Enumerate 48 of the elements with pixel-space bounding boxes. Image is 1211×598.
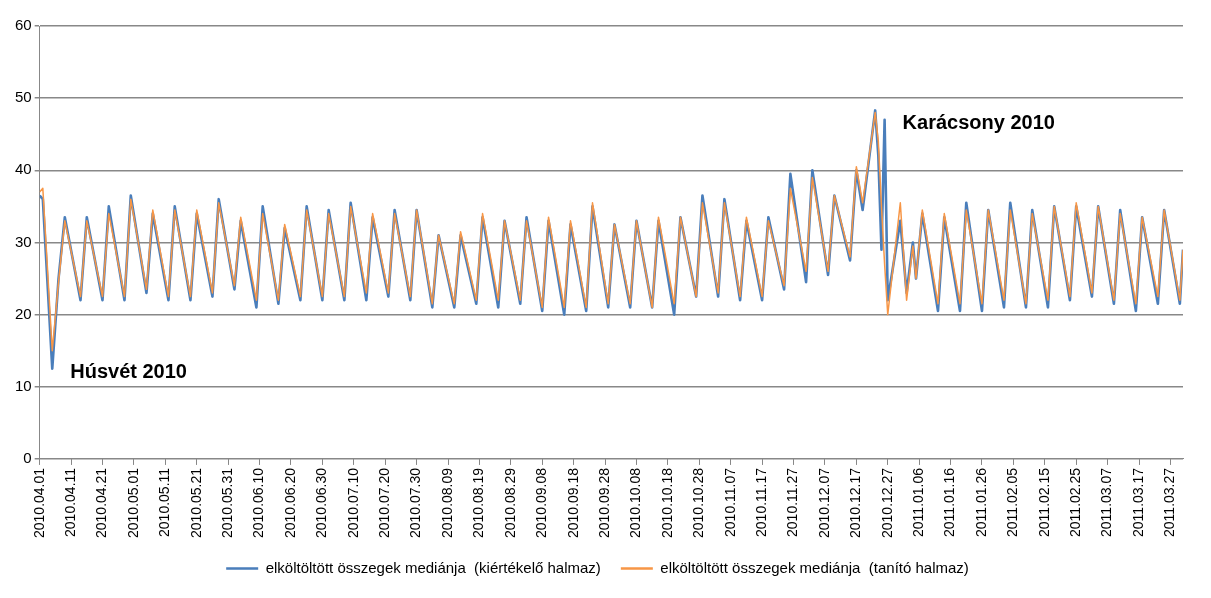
x-tick-label: 2010.07.10	[344, 467, 361, 539]
x-tick-label: 2010.07.30	[407, 467, 424, 539]
x-tick-label: 2010.12.27	[878, 467, 895, 539]
y-tick-label: 10	[15, 376, 32, 394]
y-tick-label: 30	[15, 232, 32, 250]
y-tick-label: 50	[15, 88, 32, 106]
x-tick-label: 2010.05.01	[124, 467, 141, 539]
x-tick-label: 2010.09.08	[533, 467, 550, 539]
y-tick-label: 20	[15, 304, 32, 322]
x-tick-label: 2010.12.17	[847, 467, 864, 539]
x-tick-label: 2010.04.11	[61, 467, 78, 537]
annotation: Húsvét 2010	[70, 360, 187, 383]
x-tick-label: 2010.11.07	[721, 467, 738, 537]
y-tick-label: 60	[15, 16, 32, 34]
x-tick-label: 2010.06.20	[281, 467, 298, 539]
x-tick-label: 2010.06.30	[313, 467, 330, 539]
x-tick-label: 2010.10.28	[690, 467, 707, 539]
x-tick-label: 2010.11.17	[752, 467, 769, 537]
x-tick-label: 2010.08.29	[501, 467, 518, 539]
x-tick-label: 2011.01.16	[941, 467, 958, 537]
x-tick-label: 2010.10.08	[627, 467, 644, 539]
x-tick-label: 2011.03.27	[1161, 467, 1178, 537]
x-tick-label: 2011.02.05	[1004, 467, 1021, 537]
x-tick-label: 2010.04.01	[30, 467, 47, 539]
y-tick-label: 0	[23, 449, 32, 467]
x-tick-label: 2011.02.25	[1067, 467, 1084, 537]
x-tick-label: 2010.06.10	[250, 467, 267, 539]
x-tick-label: 2010.12.07	[815, 467, 832, 539]
x-tick-label: 2010.08.19	[470, 467, 487, 539]
x-tick-label: 2010.05.21	[187, 467, 204, 539]
x-tick-label: 2010.07.20	[376, 467, 393, 539]
x-tick-label: 2011.01.06	[910, 467, 927, 537]
x-tick-label: 2010.04.21	[93, 467, 110, 539]
x-tick-label: 2010.09.18	[564, 467, 581, 539]
x-tick-label: 2011.03.07	[1098, 467, 1115, 537]
x-tick-label: 2010.09.28	[595, 467, 612, 539]
x-tick-label: 2010.05.11	[156, 467, 173, 537]
x-tick-label: 2010.11.27	[784, 467, 801, 537]
y-tick-label: 40	[15, 160, 32, 178]
annotation: Karácsony 2010	[902, 111, 1055, 134]
x-tick-label: 2010.10.18	[658, 467, 675, 539]
x-tick-label: 2011.01.26	[972, 467, 989, 537]
x-tick-label: 2011.03.17	[1129, 467, 1146, 537]
x-tick-label: 2010.08.09	[438, 467, 455, 539]
x-tick-label: 2011.02.15	[1035, 467, 1052, 537]
x-tick-label: 2010.05.31	[219, 467, 235, 539]
legend-label: elköltöltött összegek mediánja (tanító halmaz)	[660, 558, 969, 576]
legend-label: elköltöltött összegek mediánja (kiértékelő halmaz)	[265, 558, 601, 576]
